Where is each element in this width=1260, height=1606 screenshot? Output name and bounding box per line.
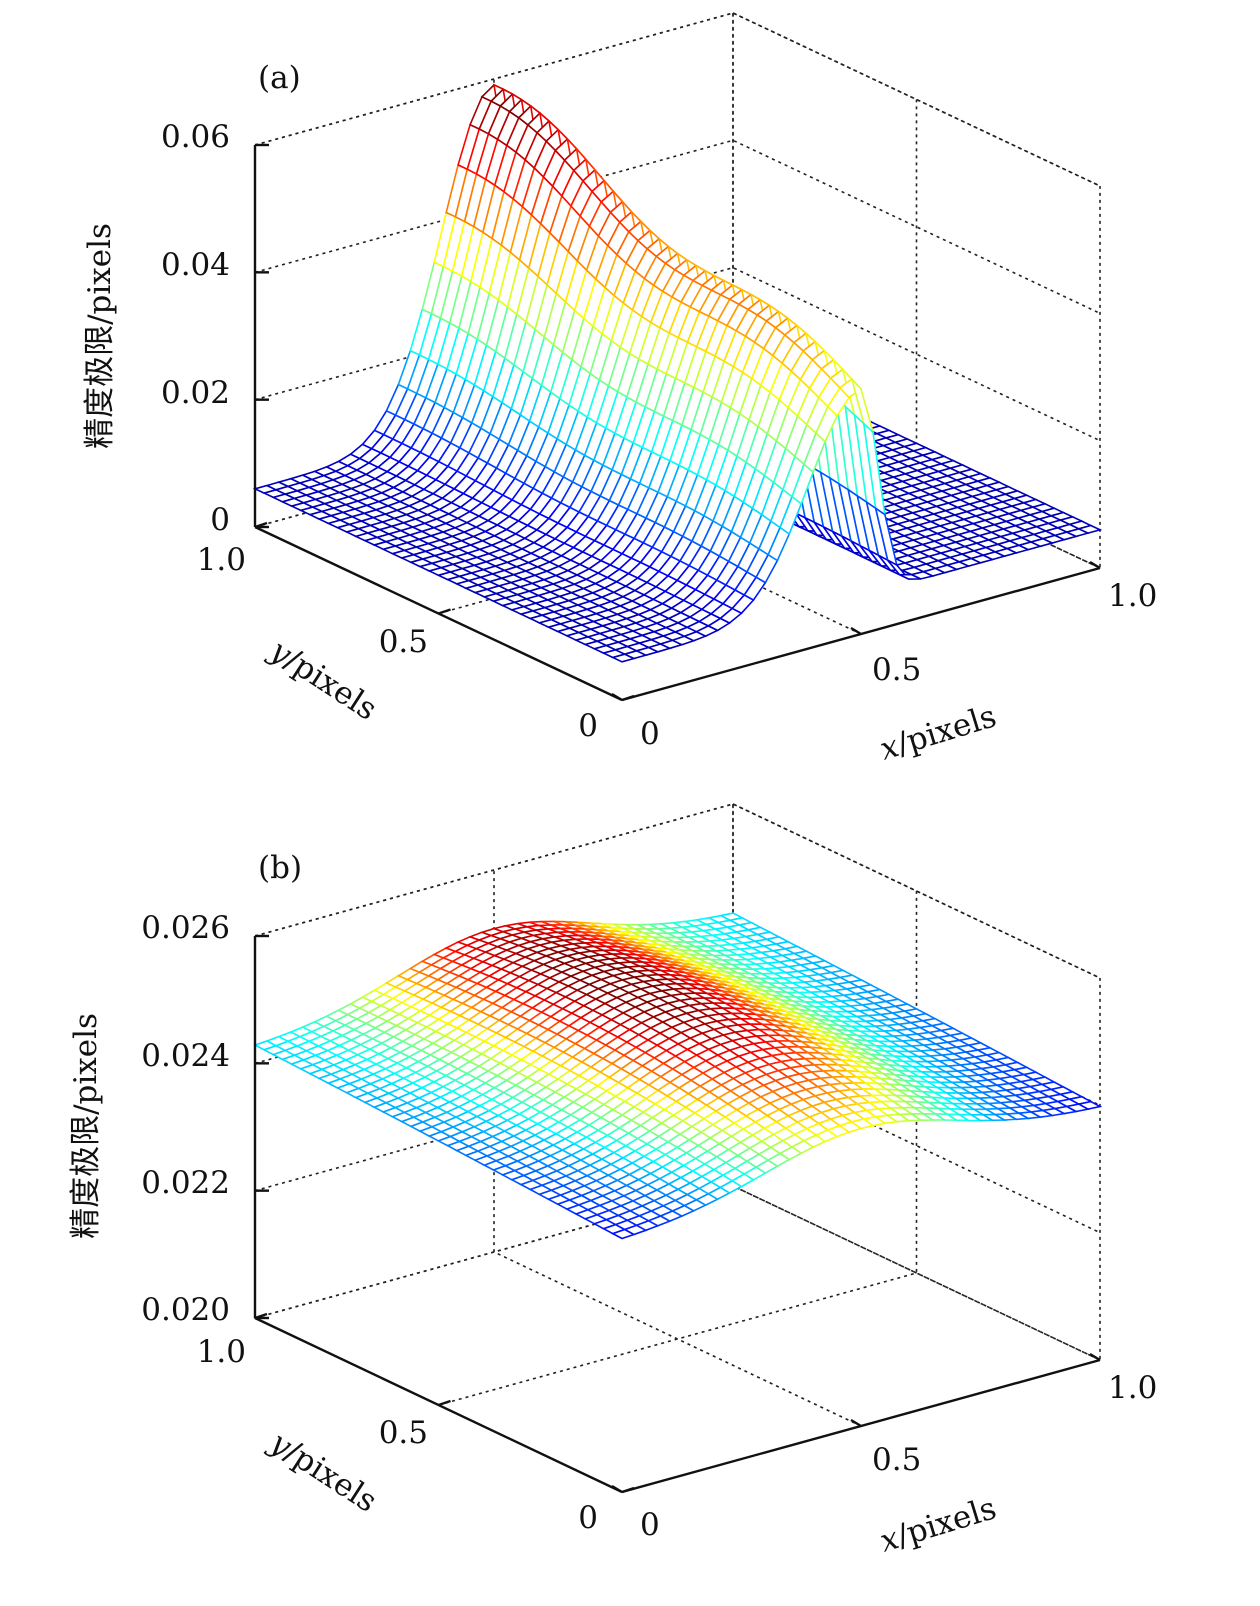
x-tick-label-b-0.5: 0.5	[872, 1442, 921, 1478]
mesh-cell-a-0-39	[1076, 524, 1103, 534]
z-tick-label-b-1: 0.022	[141, 1165, 230, 1201]
panel-b: (b) 0.020 0.022 0.024 0.026 1.0 0.5 0 0 …	[68, 803, 1157, 1560]
box-edge-a-1	[732, 12, 1101, 187]
z-tick-label-b-2: 0.024	[141, 1038, 230, 1074]
y-tick-a-2	[254, 521, 268, 529]
z-axis-label-b: 精度极限/pixels	[68, 1013, 104, 1239]
panel-a: (a) 0 0.02 0.04 0.06 1.0 0.5 0 0 0.5 1.0…	[82, 12, 1157, 768]
z-tick-label-a-1: 0.02	[161, 375, 230, 411]
z-tick-label-a-3: 0.06	[161, 119, 230, 155]
surface-b	[252, 912, 1103, 1240]
z-gridline-a-3	[254, 12, 1101, 187]
x-tick-label-b-0: 0	[640, 1507, 660, 1543]
y-tick-b-1	[438, 1399, 451, 1407]
box-edge-b-1	[732, 803, 1101, 979]
x-tick-label-b-1.0: 1.0	[1108, 1370, 1157, 1406]
x-tick-b-2	[1089, 1352, 1101, 1362]
x-tick-label-a-0.5: 0.5	[872, 652, 921, 688]
y-tick-b-2	[254, 1312, 268, 1320]
y-gridline-b-0	[621, 978, 1101, 1493]
x-tick-label-a-0: 0	[640, 716, 660, 752]
y-axis-unit-b: /pixels	[278, 1434, 383, 1520]
y-tick-label-a-0: 0	[578, 708, 598, 744]
x-axis-label-a: x/pixels	[876, 698, 1001, 767]
z-tick-label-b-3: 0.026	[141, 910, 230, 946]
y-gridline-a-2	[254, 13, 734, 528]
z-tick-label-b-0: 0.020	[141, 1292, 230, 1328]
y-axis-unit-a: /pixels	[278, 642, 383, 728]
x-tick-a-2	[1089, 560, 1101, 570]
axes-b	[253, 934, 1101, 1494]
x-axis-label-b: x/pixels	[876, 1490, 1001, 1559]
y-tick-b-0	[621, 1486, 635, 1494]
x-tick-label-a-1.0: 1.0	[1108, 578, 1157, 614]
z-tick-label-a-0: 0	[210, 502, 230, 538]
z-axis-label-a: 精度极限/pixels	[82, 223, 118, 449]
y-tick-label-b-0.5: 0.5	[379, 1415, 428, 1451]
panel-label-a: (a)	[258, 60, 301, 96]
y-tick-a-1	[438, 608, 451, 615]
y-tick-label-b-1.0: 1.0	[197, 1334, 246, 1370]
box-edge-b-0	[254, 803, 734, 937]
box-edge-a-0	[254, 12, 734, 146]
z-tick-label-a-2: 0.04	[161, 247, 230, 283]
x-axis-unit-b: /pixels	[893, 1490, 1001, 1554]
axes-a	[253, 143, 1101, 702]
x-axis-unit-a: /pixels	[893, 698, 1001, 762]
surface-a	[252, 83, 1103, 663]
y-tick-label-a-0.5: 0.5	[379, 624, 428, 660]
x-tick-a-1	[850, 626, 862, 636]
x-tick-b-0	[611, 1484, 623, 1494]
y-tick-label-b-0: 0	[578, 1500, 598, 1536]
y-axis-label-a: y/pixels	[262, 631, 383, 727]
y-gridline-a-0	[621, 186, 1101, 701]
y-axis-label-b: y/pixels	[262, 1423, 383, 1519]
x-tick-a-0	[611, 692, 623, 702]
y-tick-label-a-1.0: 1.0	[197, 542, 246, 578]
mesh-cell-b-0-39	[1076, 1100, 1103, 1110]
panel-label-b: (b)	[258, 850, 302, 886]
y-gridline-a-1	[438, 99, 918, 615]
y-tick-a-0	[621, 694, 635, 702]
x-tick-b-1	[850, 1418, 862, 1428]
